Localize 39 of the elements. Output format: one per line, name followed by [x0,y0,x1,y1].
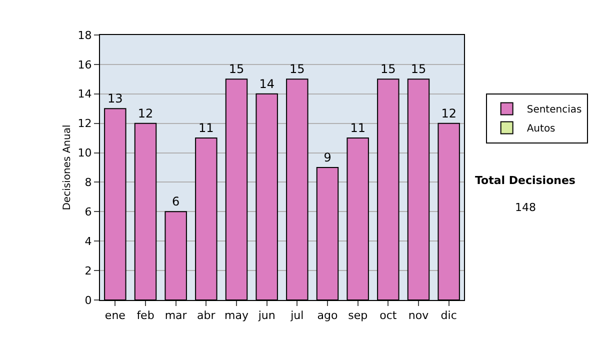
y-tick-label: 6 [84,206,92,219]
x-tick-label: abr [197,309,216,322]
x-tick-label: feb [136,309,154,322]
x-tick-label: ago [317,309,338,322]
data-label: 15 [410,62,426,76]
data-label: 6 [172,194,180,209]
x-tick-label: may [224,309,249,322]
x-tick-label: nov [408,309,430,322]
x-tick-label: jul [290,309,304,322]
data-label: 9 [324,150,332,164]
data-label: 15 [380,62,396,76]
data-label: 14 [259,76,274,91]
x-tick-label: sep [348,309,368,322]
y-tick-label: 8 [84,176,92,190]
y-tick-label: 12 [78,117,92,130]
y-tick-label: 16 [78,58,92,72]
x-tick-label: oct [380,309,398,322]
x-tick-label: dic [440,309,457,322]
x-tick-label: mar [164,309,188,322]
data-label: 15 [290,62,305,76]
y-axis-title: Decisiones Anual [62,124,73,210]
y-tick-label: 10 [78,146,92,160]
data-label: 11 [350,121,366,136]
data-label: 11 [198,121,214,136]
data-label: 15 [228,62,244,76]
y-tick-label: 18 [78,28,92,42]
y-tick-label: 0 [84,294,92,307]
x-tick-label: jun [257,309,276,322]
y-tick-label: 2 [84,264,92,278]
legend-label: Autos [526,124,556,135]
y-tick-label: 4 [84,234,92,248]
text: 148 [515,201,536,214]
x-tick-label: ene [104,309,126,322]
data-label: 13 [108,92,123,106]
y-tick-label: 14 [78,88,92,101]
legend-label: Sentencias [526,104,582,116]
data-label: 12 [138,106,154,120]
text: Total Decisiones [475,174,576,187]
data-label: 12 [441,106,456,120]
